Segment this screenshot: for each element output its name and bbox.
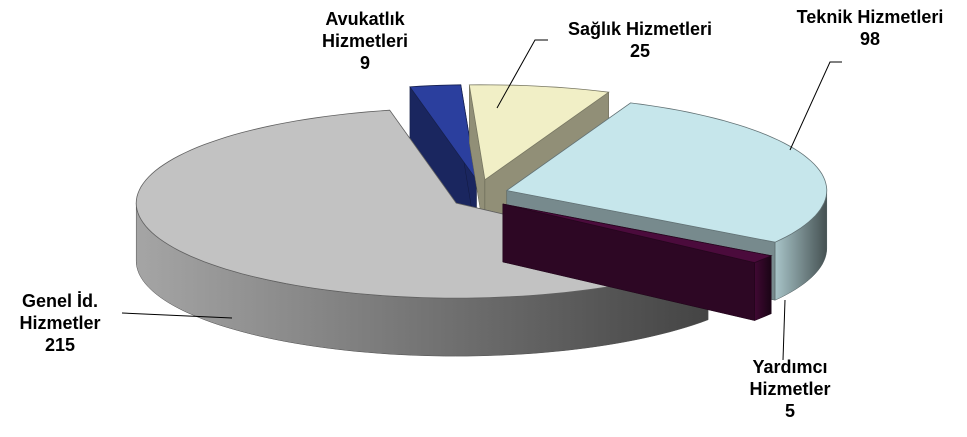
leader-line [496, 39, 548, 109]
slice-top [409, 84, 477, 180]
slice-top [468, 84, 610, 181]
slice-label: Teknik Hizmetleri 98 [770, 6, 967, 50]
leader-line [121, 312, 233, 319]
label-value: 9 [359, 53, 370, 73]
label-name: Yardımcı Hizmetler [749, 357, 831, 399]
slice-top [505, 102, 828, 243]
label-value: 98 [859, 29, 881, 49]
leader-lines [121, 39, 842, 361]
leader-line [782, 299, 786, 361]
label-name: Genel İd. Hizmetler [19, 291, 101, 333]
slice-label: Sağlık Hizmetleri 25 [540, 18, 740, 62]
label-value: 5 [784, 401, 795, 421]
slice [409, 84, 477, 239]
slice-top [502, 203, 773, 264]
label-name: Avukatlık Hizmetleri [321, 9, 409, 51]
leader-line [789, 61, 842, 151]
slice-label: Avukatlık Hizmetleri 9 [300, 8, 430, 74]
slice-label: Genel İd. Hizmetler 215 [0, 290, 120, 356]
slice-wall [754, 255, 772, 321]
label-value: 25 [629, 41, 651, 61]
label-value: 215 [44, 335, 76, 355]
label-name: Sağlık Hizmetleri [567, 19, 713, 39]
slice [502, 203, 773, 321]
label-name: Teknik Hizmetleri [796, 7, 944, 27]
slice-label: Yardımcı Hizmetler 5 [735, 356, 845, 422]
